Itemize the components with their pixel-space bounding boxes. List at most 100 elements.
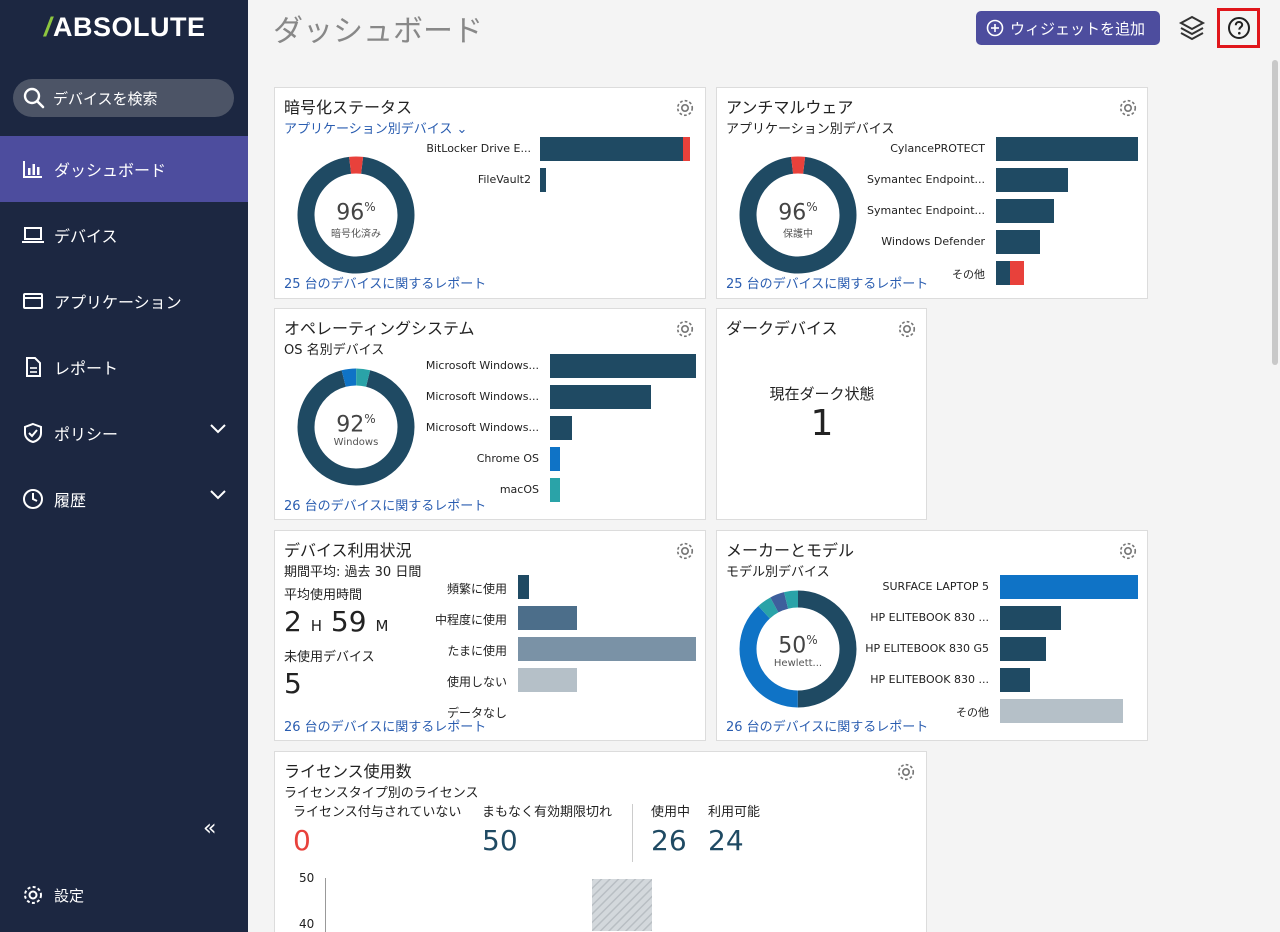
bar[interactable]: [996, 168, 1069, 192]
unassigned-value[interactable]: 0: [293, 824, 311, 857]
absolute-logo[interactable]: /ABSOLUTE: [44, 12, 206, 42]
donut-segment[interactable]: [739, 156, 857, 274]
sidebar-item-devices[interactable]: デバイス: [0, 202, 248, 268]
donut-segment[interactable]: [297, 156, 415, 274]
bar[interactable]: [540, 168, 547, 192]
help-button[interactable]: [1217, 8, 1260, 48]
bar[interactable]: [550, 447, 561, 471]
settings-button[interactable]: 設定: [22, 884, 84, 906]
sidebar-item-label: 履歴: [54, 491, 87, 510]
widget-subtitle: アプリケーション別デバイス: [726, 122, 895, 137]
bar-chart-icon: [23, 161, 42, 178]
maker-model-widget: メーカーとモデル モデル別デバイス 50% Hewlett... SURFACE…: [716, 530, 1148, 741]
bar[interactable]: [1000, 637, 1046, 661]
sidebar-item-dashboard[interactable]: ダッシュボード: [0, 136, 248, 202]
report-link[interactable]: 25 台のデバイスに関するレポート: [726, 277, 929, 292]
bar[interactable]: [1000, 699, 1123, 723]
dark-devices-widget: ダークデバイス 現在ダーク状態 1: [716, 308, 927, 520]
report-link[interactable]: 25 台のデバイスに関するレポート: [284, 277, 487, 292]
expiring-label: まもなく有効期限切れ: [482, 805, 613, 820]
sidebar-item-policies[interactable]: ポリシー: [0, 400, 248, 466]
bar[interactable]: [996, 137, 1138, 161]
bar[interactable]: [550, 385, 651, 409]
bar[interactable]: [540, 137, 690, 161]
settings-label: 設定: [54, 886, 85, 905]
device-search-input[interactable]: デバイスを検索: [13, 79, 234, 117]
bar[interactable]: [518, 637, 696, 661]
chevron-down-icon: ⌄: [456, 122, 468, 137]
gear-icon[interactable]: [1118, 541, 1138, 561]
expiring-value[interactable]: 50: [482, 824, 518, 857]
page-scrollbar[interactable]: [1272, 60, 1278, 365]
gear-icon[interactable]: [897, 319, 917, 339]
bar-label: HP ELITEBOOK 830 G5: [865, 642, 989, 655]
bar-warning-segment[interactable]: [1010, 261, 1025, 285]
bar[interactable]: [518, 575, 529, 599]
report-link[interactable]: 26 台のデバイスに関するレポート: [284, 499, 487, 514]
donut-percent: 92%: [336, 412, 376, 438]
donut-segment[interactable]: [739, 590, 857, 708]
sidebar-item-label: アプリケーション: [54, 293, 182, 312]
dark-status-label: 現在ダーク状態: [769, 385, 875, 403]
layout-button[interactable]: [1178, 14, 1206, 46]
report-link[interactable]: 26 台のデバイスに関するレポート: [726, 720, 929, 735]
gear-icon[interactable]: [675, 541, 695, 561]
donut-segment[interactable]: [296, 367, 416, 487]
bar[interactable]: [550, 354, 696, 378]
chevron-down-icon[interactable]: [210, 424, 226, 434]
document-icon: [26, 357, 41, 377]
bar[interactable]: [1000, 575, 1138, 599]
y-axis-line: [325, 878, 326, 932]
add-widget-label: ウィジェットを追加: [1010, 19, 1146, 38]
bar-label: たまに使用: [447, 644, 507, 658]
widget-title: デバイス利用状況: [284, 541, 412, 560]
widget-subtitle: モデル別デバイス: [726, 565, 830, 580]
bar[interactable]: [550, 416, 572, 440]
available-value[interactable]: 24: [708, 824, 744, 857]
gear-icon[interactable]: [675, 98, 695, 118]
donut-center-label: Hewlett...: [773, 658, 823, 669]
bar-label: 使用しない: [446, 675, 507, 689]
donut-percent: 96%: [336, 200, 376, 226]
bar-label: Symantec Endpoint...: [867, 204, 985, 217]
dark-device-count[interactable]: 1: [810, 403, 834, 444]
in-use-value[interactable]: 26: [651, 824, 687, 857]
widget-subtitle: 期間平均: 過去 30 日間: [284, 565, 422, 580]
bar-label: HP ELITEBOOK 830 ...: [870, 611, 989, 624]
sidebar-nav: ダッシュボード デバイス アプリケーション レポート ポリシー 履歴: [0, 136, 248, 532]
gear-icon[interactable]: [896, 762, 916, 782]
gear-icon[interactable]: [675, 319, 695, 339]
bar[interactable]: [518, 606, 577, 630]
divider: [632, 804, 633, 862]
unused-devices-value[interactable]: 5: [284, 667, 302, 700]
bar-label: 頻繁に使用: [446, 582, 507, 596]
bar[interactable]: [1000, 606, 1061, 630]
sidebar-item-reports[interactable]: レポート: [0, 334, 248, 400]
widget-title: ダークデバイス: [726, 319, 838, 338]
collapse-sidebar-button[interactable]: «: [203, 816, 217, 841]
report-link[interactable]: 26 台のデバイスに関するレポート: [284, 720, 487, 735]
gear-icon[interactable]: [1118, 98, 1138, 118]
add-widget-button[interactable]: ウィジェットを追加: [976, 11, 1160, 45]
bar[interactable]: [1000, 668, 1031, 692]
widget-subtitle-dropdown[interactable]: アプリケーション別デバイス ⌄: [284, 122, 468, 137]
sidebar-item-history[interactable]: 履歴: [0, 466, 248, 532]
chevron-down-icon[interactable]: [210, 490, 226, 500]
bar[interactable]: [518, 668, 577, 692]
bar[interactable]: [996, 199, 1055, 223]
sidebar-item-applications[interactable]: アプリケーション: [0, 268, 248, 334]
unused-devices-label: 未使用デバイス: [284, 650, 375, 665]
bar-warning-segment[interactable]: [682, 137, 690, 161]
bar[interactable]: [996, 230, 1041, 254]
search-placeholder: デバイスを検索: [53, 89, 158, 108]
bar-label: Microsoft Windows...: [425, 390, 539, 403]
bar[interactable]: [550, 478, 561, 502]
donut-segment[interactable]: [739, 590, 857, 708]
encryption-donut-chart: [297, 156, 415, 274]
layers-icon: [1178, 15, 1206, 41]
in-use-label: 使用中: [651, 805, 691, 820]
window-icon: [23, 293, 43, 309]
os-donut-chart: [296, 367, 416, 487]
bar-label: HP ELITEBOOK 830 ...: [870, 673, 989, 686]
license-hatched-bar: [592, 879, 652, 931]
